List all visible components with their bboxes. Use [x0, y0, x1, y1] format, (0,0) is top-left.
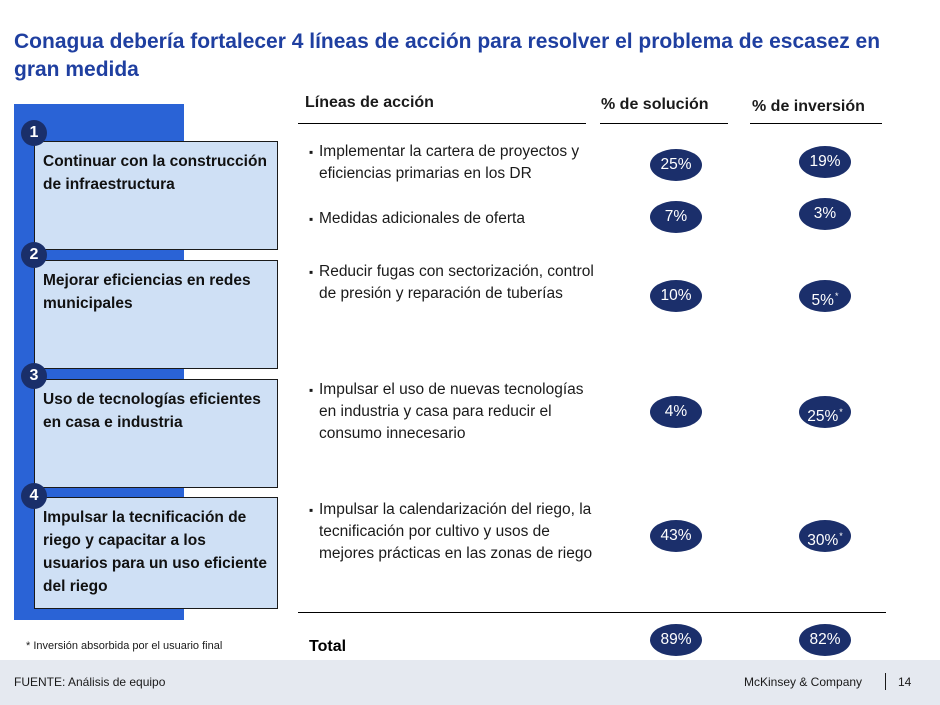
inversion-value: 5%* [799, 280, 851, 312]
action-card-1: Continuar con la construcción de infraes… [34, 141, 278, 250]
action-card-2: Mejorar eficiencias en redes municipales [34, 260, 278, 369]
inversion-value: 19% [799, 146, 851, 178]
action-label: Uso de tecnologías eficientes en casa e … [43, 391, 261, 431]
action-bullet: ▪ Medidas adicionales de oferta [309, 208, 594, 230]
solucion-value: 4% [650, 396, 702, 428]
number-badge-2: 2 [21, 242, 47, 268]
number-badge-3: 3 [21, 363, 47, 389]
total-solucion: 89% [650, 624, 702, 656]
header-inversion: % de inversión [752, 98, 865, 115]
bullet-marker: ▪ [309, 212, 314, 226]
inversion-number: 5% [811, 292, 834, 309]
bullet-marker: ▪ [309, 503, 314, 517]
action-label: Mejorar eficiencias en redes municipales [43, 272, 251, 312]
inversion-number: 25% [807, 408, 839, 425]
number-badge-4: 4 [21, 483, 47, 509]
divider [298, 123, 586, 124]
bullet-text: Reducir fugas con sectorización, control… [319, 263, 594, 302]
source-text: FUENTE: Análisis de equipo [14, 675, 166, 689]
action-bullet: ▪ Impulsar la calendarización del riego,… [309, 499, 594, 565]
page-number: 14 [898, 675, 912, 689]
bullet-marker: ▪ [309, 383, 314, 397]
header-lineas: Líneas de acción [305, 94, 434, 111]
bullet-marker: ▪ [309, 145, 314, 159]
bullet-text: Implementar la cartera de proyectos y ef… [319, 143, 580, 182]
solucion-value: 7% [650, 201, 702, 233]
header-solucion: % de solución [601, 96, 709, 113]
footer-separator [885, 673, 886, 690]
bullet-text: Impulsar la calendarización del riego, l… [319, 501, 593, 562]
solucion-value: 43% [650, 520, 702, 552]
bullet-text: Medidas adicionales de oferta [319, 210, 525, 227]
divider [600, 123, 728, 124]
divider [750, 123, 882, 124]
action-label: Impulsar la tecnificación de riego y cap… [43, 509, 267, 595]
action-label: Continuar con la construcción de infraes… [43, 153, 267, 193]
footer-bar [0, 660, 940, 705]
inversion-value: 25%* [799, 396, 851, 428]
page-title: Conagua debería fortalecer 4 líneas de a… [14, 30, 881, 81]
asterisk-mark: * [839, 407, 843, 417]
number-badge-1: 1 [21, 120, 47, 146]
inversion-number: 30% [807, 532, 839, 549]
solucion-value: 10% [650, 280, 702, 312]
inversion-number: 3% [813, 205, 837, 222]
inversion-number: 19% [809, 153, 841, 170]
inversion-value: 30%* [799, 520, 851, 552]
asterisk-mark: * [839, 531, 843, 541]
footnote: * Inversión absorbida por el usuario fin… [26, 640, 223, 652]
solucion-value: 25% [650, 149, 702, 181]
total-label: Total [309, 638, 347, 655]
bullet-marker: ▪ [309, 265, 314, 279]
inversion-value: 3% [799, 198, 851, 230]
action-bullet: ▪ Implementar la cartera de proyectos y … [309, 141, 594, 185]
company-name: McKinsey & Company [744, 675, 863, 689]
asterisk-mark: * [834, 291, 839, 301]
action-bullet: ▪ Impulsar el uso de nuevas tecnologías … [309, 379, 594, 445]
total-divider [298, 612, 886, 613]
total-inversion: 82% [799, 624, 851, 656]
action-bullet: ▪ Reducir fugas con sectorización, contr… [309, 261, 594, 305]
action-card-3: Uso de tecnologías eficientes en casa e … [34, 379, 278, 488]
bullet-text: Impulsar el uso de nuevas tecnologías en… [319, 381, 584, 442]
action-card-4: Impulsar la tecnificación de riego y cap… [34, 497, 278, 609]
